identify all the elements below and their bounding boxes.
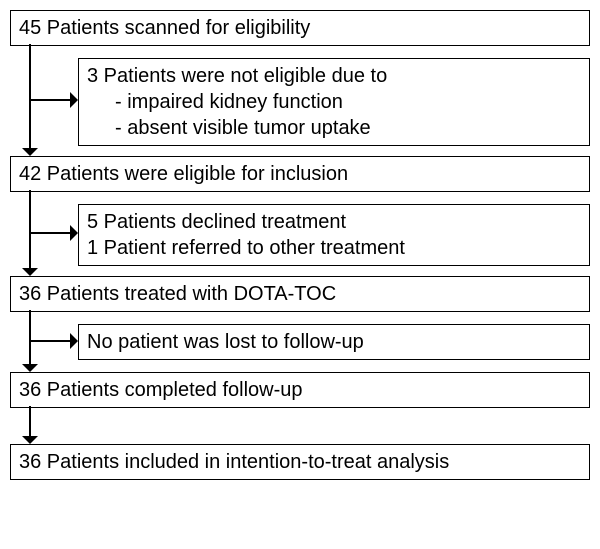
flow-arrow-down [18,310,42,374]
flow-exclusion-box: 5 Patients declined treatment1 Patient r… [78,204,590,266]
flow-arrow-down [18,44,42,158]
flow-box-line: No patient was lost to follow-up [87,329,581,355]
flow-box-line: - absent visible tumor uptake [87,115,581,141]
flow-stage-box: 36 Patients completed follow-up [10,372,590,408]
flow-arrow-down [18,406,42,446]
flow-box-line: 3 Patients were not eligible due to [87,63,581,89]
flow-exclusion-box: No patient was lost to follow-up [78,324,590,360]
flow-arrow-down [18,190,42,278]
flow-arrow-branch [30,329,80,353]
flow-arrow-branch [30,88,80,112]
flow-stage-box: 42 Patients were eligible for inclusion [10,156,590,192]
patient-flowchart: 45 Patients scanned for eligibility 3 Pat… [10,10,590,488]
flow-stage-box: 45 Patients scanned for eligibility [10,10,590,46]
flow-stage-box: 36 Patients included in intention-to-tre… [10,444,590,480]
flow-box-line: 5 Patients declined treatment [87,209,581,235]
flow-exclusion-box: 3 Patients were not eligible due to- imp… [78,58,590,146]
flow-box-line: - impaired kidney function [87,89,581,115]
flow-arrow-branch [30,221,80,245]
flow-box-line: 1 Patient referred to other treatment [87,235,581,261]
flow-stage-box: 36 Patients treated with DOTA-TOC [10,276,590,312]
